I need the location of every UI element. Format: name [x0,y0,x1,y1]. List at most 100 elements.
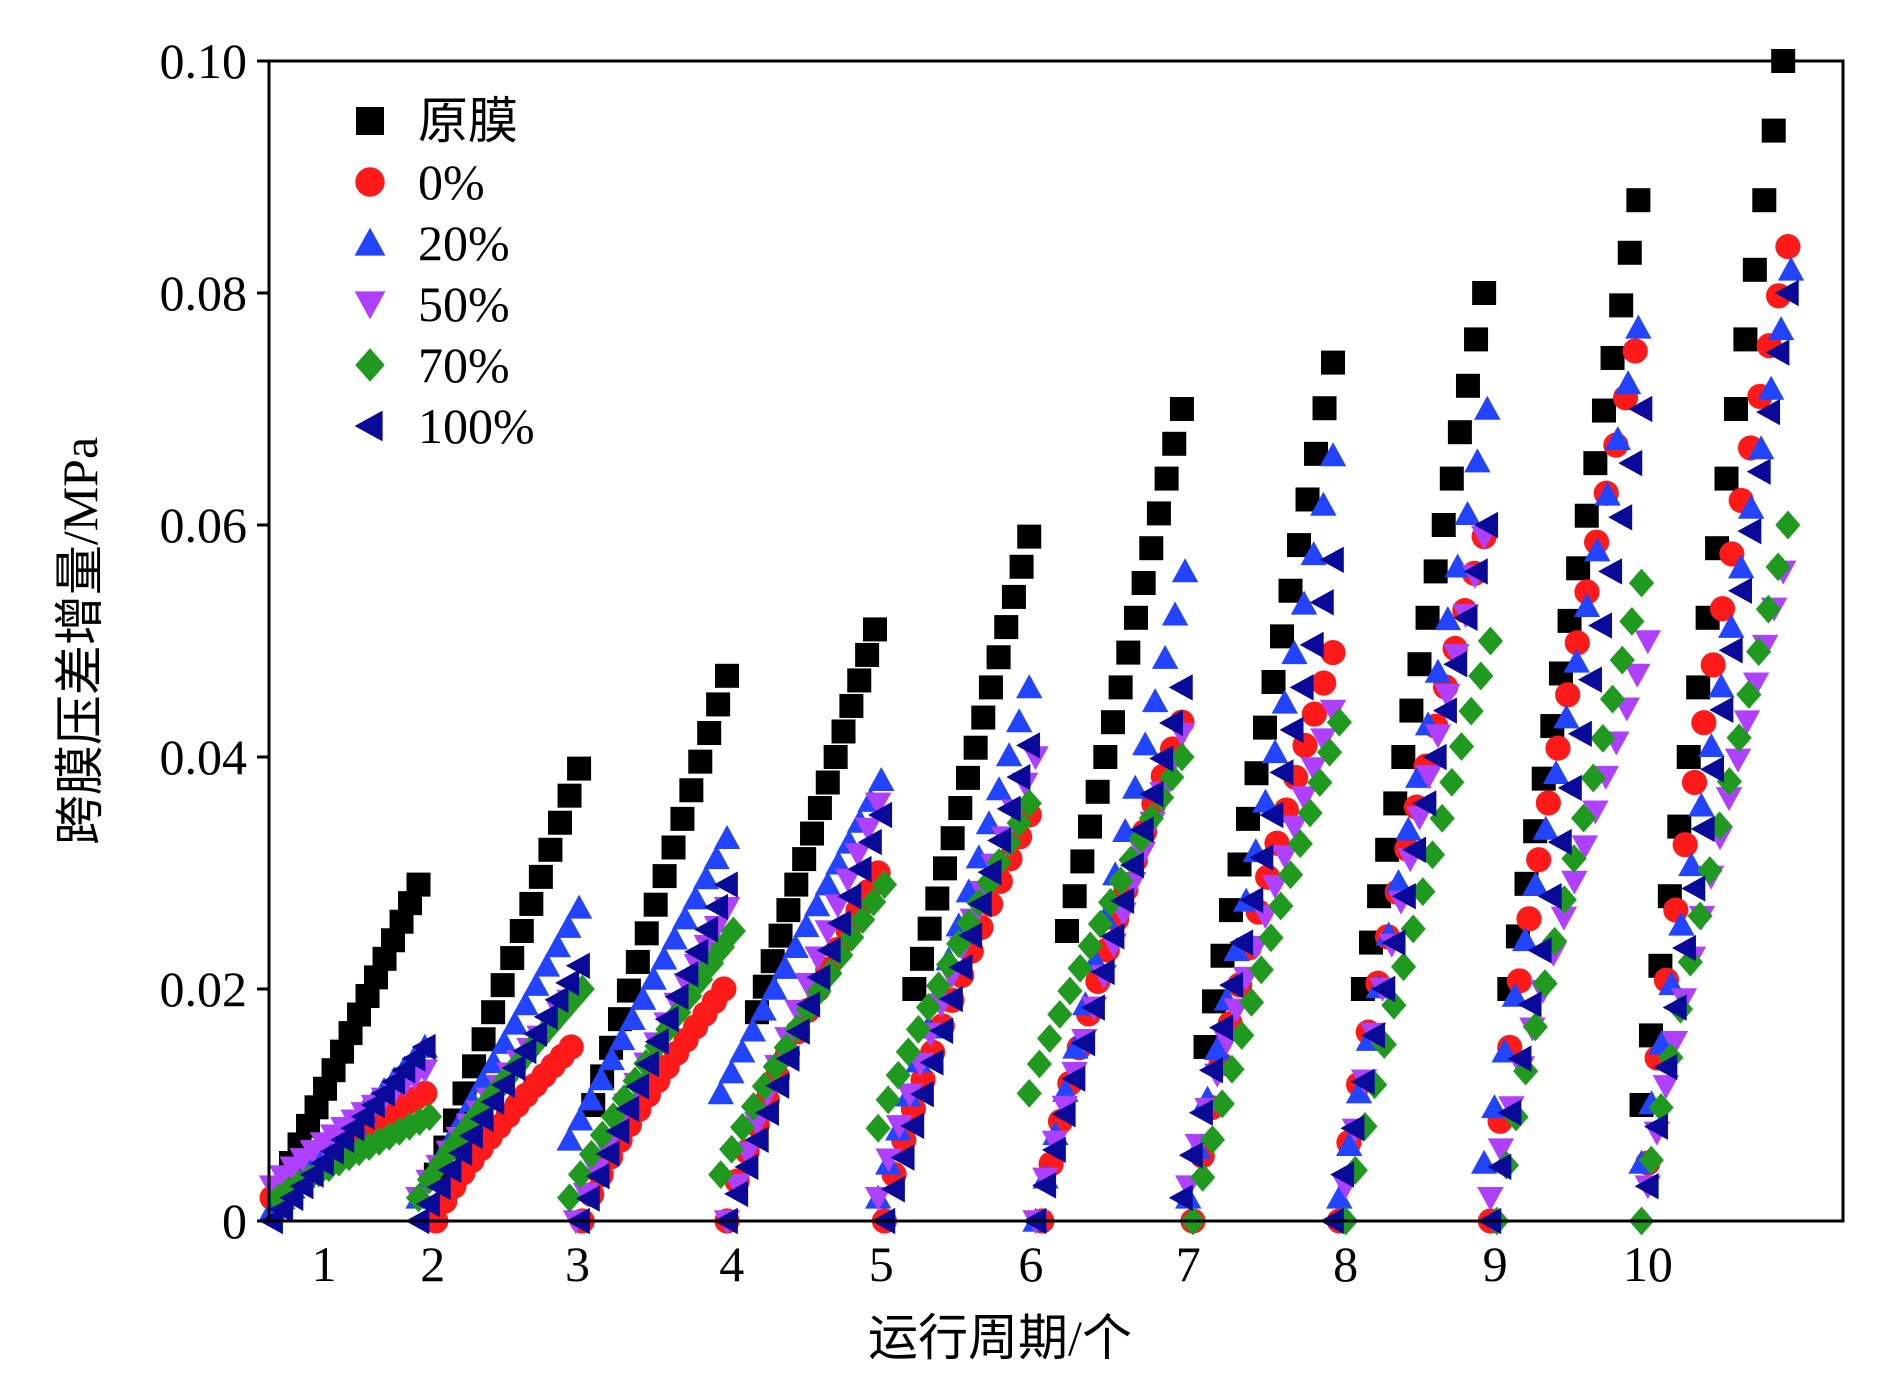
data-point [1203,1036,1231,1061]
data-point [634,921,659,946]
data-point [625,949,650,974]
data-point [740,1092,767,1121]
data-point [406,872,431,897]
data-point [1290,786,1318,811]
data-point [1433,684,1461,709]
data-point [865,1113,891,1143]
data-point [1618,449,1643,477]
data-point [1672,832,1698,858]
data-point [925,971,952,1001]
data-point [346,1137,372,1167]
data-point [1765,552,1791,582]
data-point [500,946,525,971]
data-point [1261,875,1289,900]
data-point [1697,856,1723,885]
data-point [1477,1187,1504,1211]
data-point [1431,513,1456,537]
data-point [919,1049,944,1076]
data-point [1699,756,1724,783]
data-point [1080,994,1105,1021]
data-point [771,954,799,979]
data-point [1360,1022,1385,1049]
legend-marker-triangle-down-icon [354,291,386,320]
data-point [661,835,686,860]
data-point [1350,1068,1375,1095]
data-point [1270,624,1295,649]
data-point [1259,801,1284,829]
legend-item: 20% [354,215,510,271]
data-point [1582,800,1609,825]
data-point [718,1059,745,1084]
data-point [1229,1021,1255,1050]
data-point [1123,605,1148,630]
data-point [577,1086,604,1111]
data-point [1583,451,1608,476]
data-point [1085,779,1110,804]
data-point [1590,723,1616,753]
data-point [538,837,563,862]
data-point [734,1153,759,1181]
data-point [1448,732,1475,761]
data-point [544,986,569,1014]
data-point [557,783,582,808]
data-point [839,693,864,718]
data-point [885,1060,911,1090]
data-point [1395,816,1422,841]
data-point [1706,811,1733,841]
data-point [1423,559,1448,584]
data-point [1268,891,1294,921]
data-point [1624,663,1651,688]
data-point [1454,500,1481,525]
data-point [1244,761,1269,786]
data-point [533,1003,558,1031]
data-point [326,1147,352,1177]
legend-label: 70% [418,337,510,393]
data-point [1248,955,1274,985]
legend-marker-circle-icon [355,167,385,197]
x-axis: 1 2 3 4 5 6 7 8 9 10 [312,1236,1673,1292]
data-point [1677,947,1703,977]
data-point [501,1010,529,1035]
data-point [940,826,965,851]
data-point [615,1095,640,1123]
data-point [1407,652,1432,677]
data-point [1767,316,1795,341]
data-point [1277,860,1304,890]
data-point [279,1184,304,1211]
data-point [862,617,887,642]
data-point [1532,969,1558,999]
data-point [948,796,973,821]
data-point [976,868,1002,897]
data-point [376,1121,402,1151]
data-point [1626,188,1651,213]
data-point [708,1160,734,1189]
data-point [1455,373,1480,398]
data-point [994,615,1019,640]
data-point [1691,710,1717,736]
x-tick-label: 5 [869,1236,894,1292]
data-point [1371,975,1396,1003]
data-point [711,976,737,1002]
data-point [713,871,738,898]
data-point [823,745,848,769]
data-point [807,796,832,821]
data-point [1252,905,1279,930]
data-point [1422,743,1447,771]
data-point [1345,1079,1373,1104]
data-point [1553,704,1580,729]
data-point [929,1017,954,1044]
data-point [1400,914,1426,944]
data-point [589,1120,615,1150]
data-point [1383,791,1408,816]
data-point [1098,887,1124,917]
data-point [1281,815,1308,840]
legend-item: 50% [354,276,510,332]
data-point [1574,579,1600,605]
data-point [1765,339,1790,366]
data-point [1026,1049,1053,1079]
data-point [1016,1079,1042,1108]
data-point [1535,790,1561,816]
data-point [728,1038,756,1063]
data-point [688,749,713,774]
data-point [837,883,862,910]
